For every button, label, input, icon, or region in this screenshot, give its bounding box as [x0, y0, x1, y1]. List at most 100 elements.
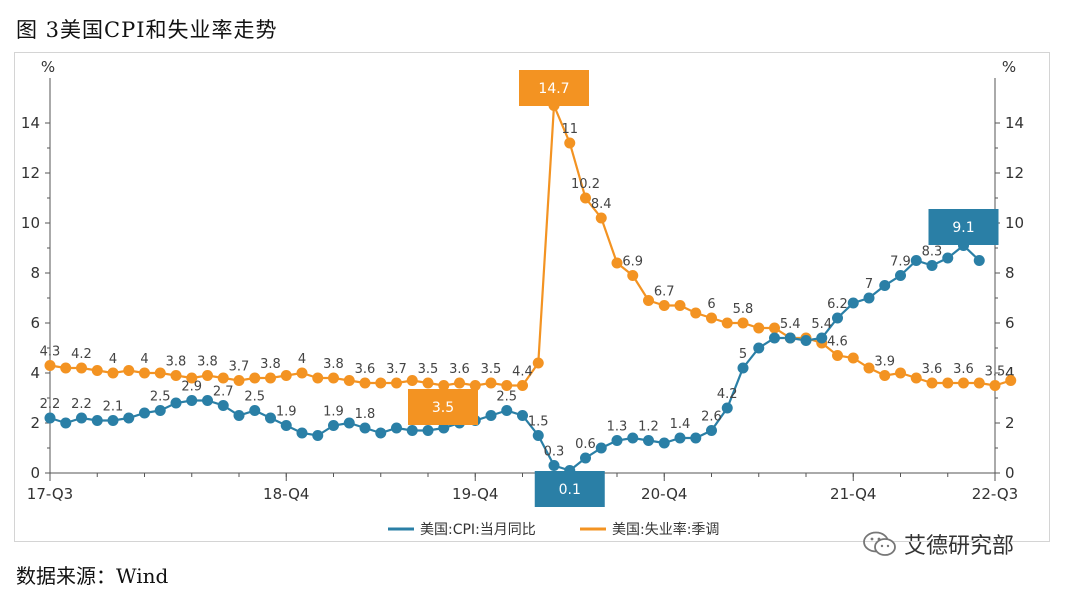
cpi-point	[217, 400, 229, 411]
wechat-icon	[863, 531, 896, 556]
cpi-data-label: 5	[739, 347, 747, 362]
cpi-point	[580, 452, 591, 464]
unemployment-point	[186, 372, 198, 384]
unemployment-data-label: 3.6	[449, 362, 470, 377]
callout-label: 3.5	[432, 400, 454, 416]
x-tick-label: 19-Q4	[452, 485, 498, 503]
unemployment-data-label: 5.4	[780, 317, 801, 332]
unemployment-point	[422, 377, 434, 389]
unemployment-point	[532, 357, 544, 369]
unemployment-point	[926, 377, 938, 389]
unemployment-data-label: 6	[707, 297, 715, 312]
cpi-point	[832, 312, 843, 324]
left-tick-label: 14	[21, 114, 40, 132]
callout-box	[928, 209, 999, 245]
x-tick-label: 20-Q4	[641, 485, 687, 503]
cpi-data-label: 2.5	[244, 390, 265, 405]
unemployment-point	[202, 370, 213, 381]
cpi-data-label: 6.2	[827, 297, 848, 312]
unemployment-data-label: 6.7	[654, 285, 675, 300]
cpi-data-label: 2.9	[181, 380, 202, 395]
watermark: 艾德研究部	[862, 528, 1014, 560]
unemployment-data-label: 3.5	[418, 362, 439, 377]
cpi-point	[312, 430, 324, 441]
unemployment-data-label: 3.8	[323, 357, 344, 372]
cpi-data-label: 1.3	[607, 420, 628, 435]
cpi-point	[91, 415, 103, 426]
unemployment-data-label: 10.2	[571, 177, 600, 192]
unemployment-point	[658, 300, 670, 311]
cpi-point	[847, 297, 859, 309]
right-tick-label: 2	[1005, 414, 1015, 432]
unemployment-data-label: 4.3	[40, 345, 61, 360]
unemployment-point	[359, 377, 371, 389]
unemployment-data-label: 3.7	[386, 362, 407, 377]
unemployment-point	[737, 317, 749, 329]
unemployment-point	[217, 372, 229, 384]
unemployment-point	[154, 367, 166, 379]
unemployment-point	[847, 352, 859, 364]
unemployment-data-label: 3.5	[985, 365, 1006, 380]
cpi-point	[391, 422, 402, 434]
cpi-point	[910, 255, 922, 266]
callout-box	[408, 389, 478, 425]
unemployment-point	[233, 375, 245, 386]
cpi-point	[438, 422, 450, 434]
cpi-data-label: 7.9	[890, 255, 911, 270]
cpi-data-label: 2.2	[40, 397, 61, 412]
unemployment-point	[564, 137, 576, 149]
cpi-point	[863, 292, 875, 304]
cpi-point	[611, 435, 623, 446]
right-tick-label: 10	[1005, 214, 1024, 232]
cpi-point	[627, 432, 639, 444]
unemployment-point	[343, 375, 355, 386]
cpi-point	[154, 405, 166, 416]
unemployment-point	[123, 365, 135, 376]
unemployment-point	[910, 372, 922, 384]
cpi-point	[422, 425, 434, 436]
unemployment-point	[942, 377, 954, 389]
x-tick-label: 22-Q3	[972, 485, 1018, 503]
right-tick-label: 8	[1005, 264, 1015, 282]
unemployment-point	[690, 307, 702, 319]
cpi-legend-label: 美国:CPI:当月同比	[420, 522, 536, 538]
right-axis-unit: %	[1002, 58, 1016, 76]
unemployment-point	[280, 370, 292, 381]
unemployment-data-label: 4.6	[827, 335, 848, 350]
x-tick-label: 17-Q3	[27, 485, 73, 503]
cpi-point	[343, 417, 355, 429]
cpi-point	[690, 432, 702, 444]
unemployment-point	[595, 212, 607, 224]
cpi-point	[328, 420, 339, 431]
cpi-point	[296, 427, 308, 439]
unemployment-point	[328, 372, 339, 384]
callout-box	[519, 70, 589, 106]
unemployment-data-label: 3.6	[953, 362, 974, 377]
cpi-point	[76, 412, 87, 424]
source-note: 数据来源：Wind	[16, 564, 169, 588]
cpi-point	[643, 435, 654, 446]
right-tick-label: 12	[1005, 164, 1024, 182]
series-points-group	[44, 100, 1017, 476]
left-tick-label: 4	[30, 364, 40, 382]
right-tick-label: 6	[1005, 314, 1015, 332]
cpi-data-label: 0.6	[575, 437, 596, 452]
unemployment-point	[989, 380, 1001, 391]
unemployment-legend-label: 美国:失业率:季调	[612, 521, 719, 538]
unemployment-point	[454, 377, 465, 389]
cpi-point	[721, 402, 733, 414]
cpi-point	[517, 410, 528, 421]
cpi-data-label: 2.5	[150, 390, 171, 405]
left-tick-label: 10	[21, 214, 40, 232]
unemployment-point	[485, 377, 497, 389]
unemployment-point	[60, 362, 72, 374]
cpi-point	[769, 332, 780, 344]
cpi-data-label: 1.2	[638, 420, 659, 435]
cpi-data-label: 1.5	[528, 415, 549, 430]
cpi-data-label: 2.6	[701, 410, 722, 425]
unemployment-point	[391, 377, 402, 389]
cpi-point	[926, 260, 938, 271]
chart-frame	[14, 52, 1050, 542]
cpi-point	[202, 395, 213, 406]
